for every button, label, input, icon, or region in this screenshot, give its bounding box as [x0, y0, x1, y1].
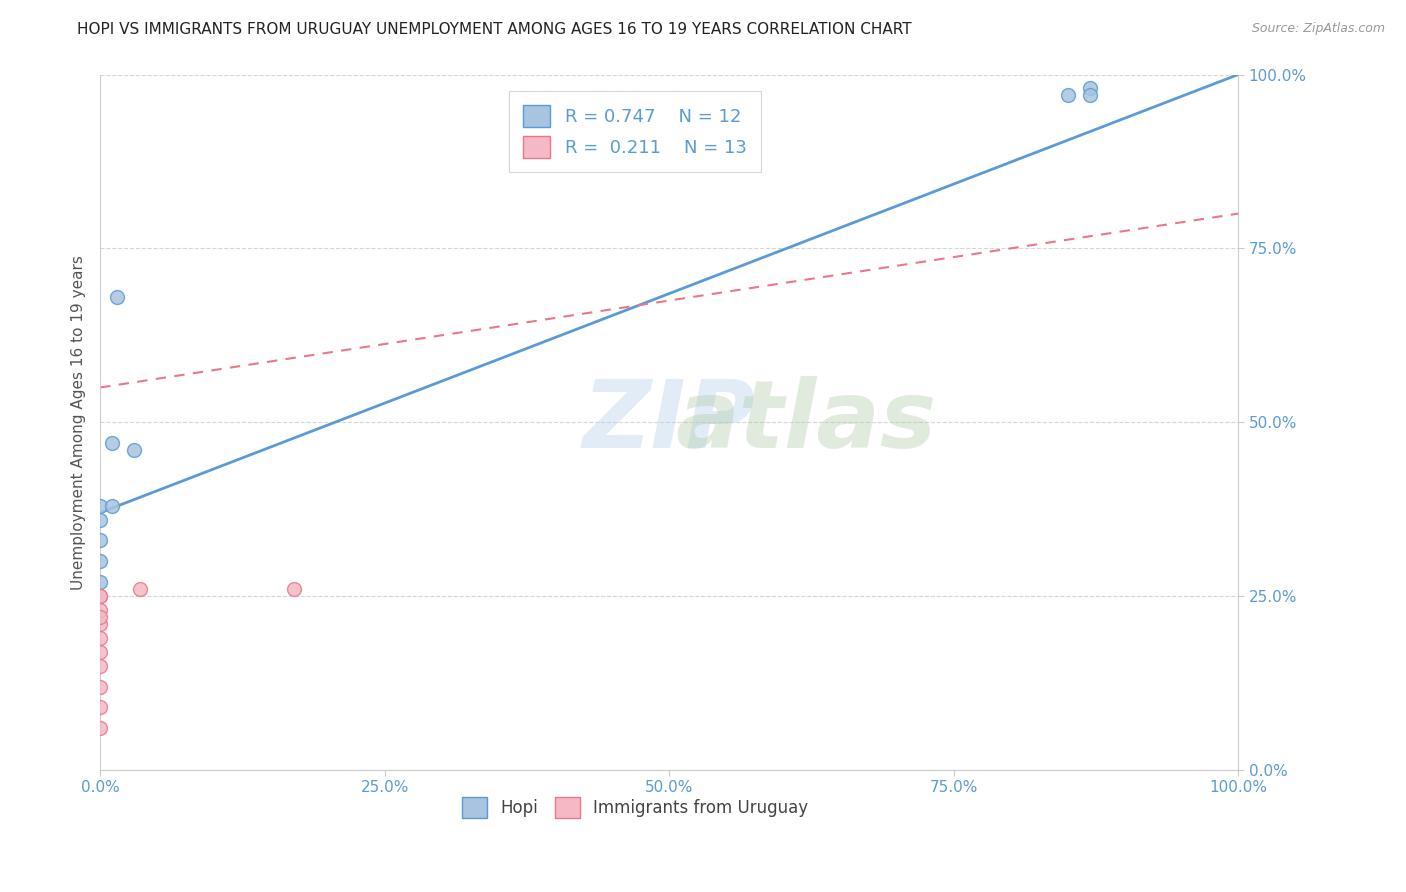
- Point: [89, 658, 111, 673]
- Point: [89, 610, 111, 624]
- Point: [89, 589, 111, 603]
- Point: [1056, 88, 1078, 103]
- Point: [1078, 88, 1101, 103]
- Point: [89, 499, 111, 513]
- Point: [100, 499, 122, 513]
- Text: HOPI VS IMMIGRANTS FROM URUGUAY UNEMPLOYMENT AMONG AGES 16 TO 19 YEARS CORRELATI: HOPI VS IMMIGRANTS FROM URUGUAY UNEMPLOY…: [77, 22, 912, 37]
- Point: [89, 603, 111, 617]
- Point: [122, 443, 145, 458]
- Point: [283, 582, 305, 597]
- Point: [89, 680, 111, 694]
- Legend: Hopi, Immigrants from Uruguay: Hopi, Immigrants from Uruguay: [456, 790, 815, 824]
- Point: [89, 554, 111, 568]
- Text: ZIP: ZIP: [582, 376, 755, 468]
- Point: [89, 645, 111, 659]
- Point: [89, 631, 111, 645]
- Point: [89, 533, 111, 548]
- Point: [100, 436, 122, 450]
- Text: Source: ZipAtlas.com: Source: ZipAtlas.com: [1251, 22, 1385, 36]
- Point: [1078, 81, 1101, 95]
- Point: [129, 582, 152, 597]
- Point: [89, 721, 111, 735]
- Point: [89, 700, 111, 714]
- Text: atlas: atlas: [675, 376, 936, 468]
- Point: [89, 513, 111, 527]
- Point: [89, 616, 111, 631]
- Point: [89, 589, 111, 603]
- Y-axis label: Unemployment Among Ages 16 to 19 years: Unemployment Among Ages 16 to 19 years: [72, 255, 86, 590]
- Point: [89, 575, 111, 590]
- Point: [105, 290, 128, 304]
